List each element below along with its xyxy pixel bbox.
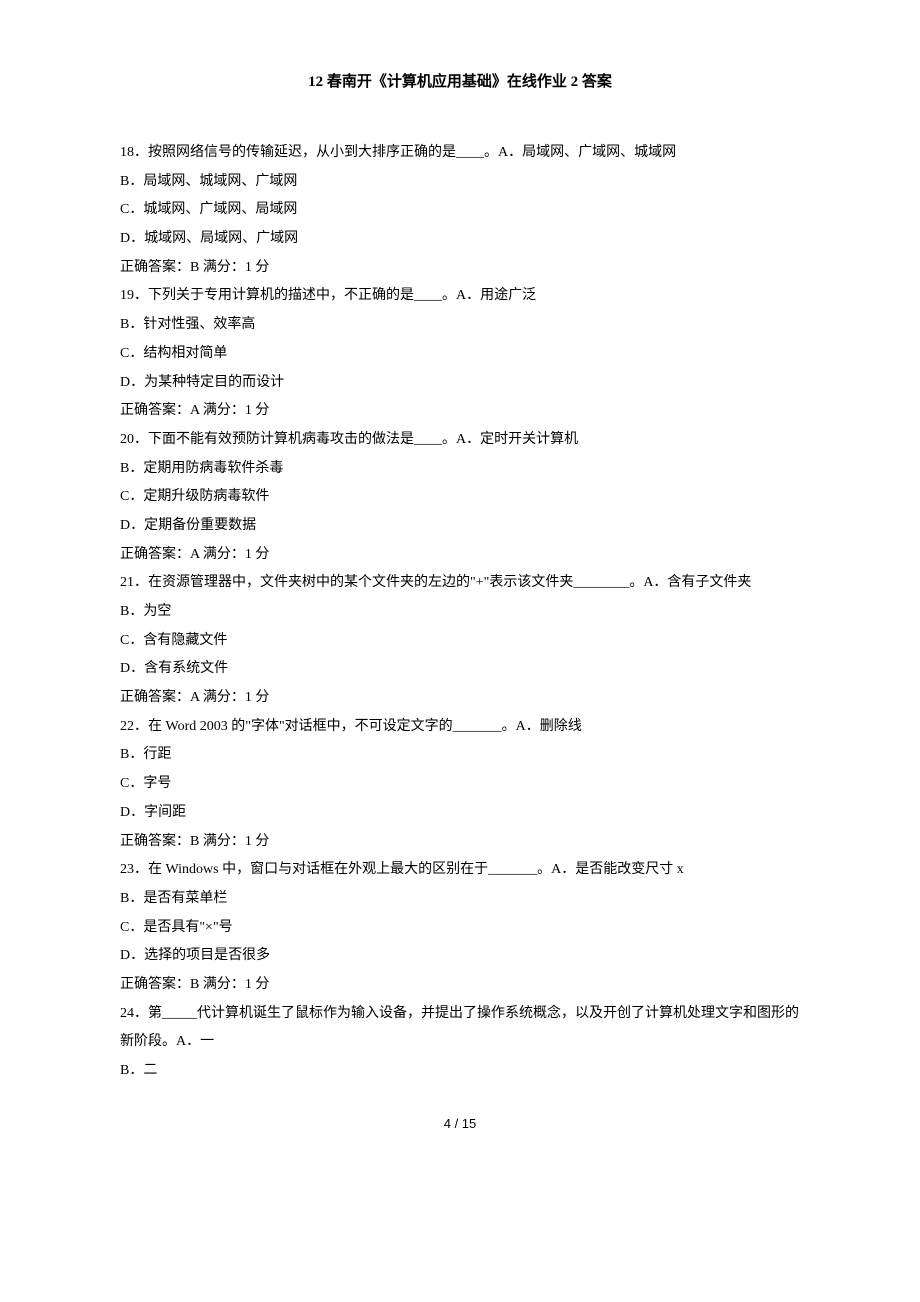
question-stem: 24．第_____代计算机诞生了鼠标作为输入设备，并提出了操作系统概念，以及开创…	[120, 1000, 800, 1057]
question-option: C．定期升级防病毒软件	[120, 483, 800, 512]
question-option: D．为某种特定目的而设计	[120, 369, 800, 398]
question-option: C．字号	[120, 770, 800, 799]
question-block: 20．下面不能有效预防计算机病毒攻击的做法是____。A．定时开关计算机B．定期…	[120, 426, 800, 569]
question-answer: 正确答案：B 满分：1 分	[120, 254, 800, 283]
question-stem: 22．在 Word 2003 的"字体"对话框中，不可设定文字的_______。…	[120, 713, 800, 742]
question-stem: 18．按照网络信号的传输延迟，从小到大排序正确的是____。A．局域网、广域网、…	[120, 139, 800, 168]
question-block: 18．按照网络信号的传输延迟，从小到大排序正确的是____。A．局域网、广域网、…	[120, 139, 800, 282]
question-block: 23．在 Windows 中，窗口与对话框在外观上最大的区别在于_______。…	[120, 856, 800, 999]
question-answer: 正确答案：A 满分：1 分	[120, 541, 800, 570]
question-option: C．是否具有"×"号	[120, 914, 800, 943]
question-stem: 20．下面不能有效预防计算机病毒攻击的做法是____。A．定时开关计算机	[120, 426, 800, 455]
question-stem: 19．下列关于专用计算机的描述中，不正确的是____。A．用途广泛	[120, 282, 800, 311]
question-option: B．为空	[120, 598, 800, 627]
question-answer: 正确答案：A 满分：1 分	[120, 684, 800, 713]
question-answer: 正确答案：B 满分：1 分	[120, 971, 800, 1000]
question-option: D．含有系统文件	[120, 655, 800, 684]
question-option: B．定期用防病毒软件杀毒	[120, 455, 800, 484]
question-option: B．针对性强、效率高	[120, 311, 800, 340]
question-block: 24．第_____代计算机诞生了鼠标作为输入设备，并提出了操作系统概念，以及开创…	[120, 1000, 800, 1086]
question-option: C．含有隐藏文件	[120, 627, 800, 656]
question-stem: 23．在 Windows 中，窗口与对话框在外观上最大的区别在于_______。…	[120, 856, 800, 885]
question-option: C．结构相对简单	[120, 340, 800, 369]
document-title: 12 春南开《计算机应用基础》在线作业 2 答案	[120, 70, 800, 91]
question-option: B．局域网、城域网、广域网	[120, 168, 800, 197]
question-block: 22．在 Word 2003 的"字体"对话框中，不可设定文字的_______。…	[120, 713, 800, 856]
question-answer: 正确答案：B 满分：1 分	[120, 828, 800, 857]
question-option: D．字间距	[120, 799, 800, 828]
page-number: 4 / 15	[120, 1116, 800, 1131]
question-stem: 21．在资源管理器中，文件夹树中的某个文件夹的左边的"+"表示该文件夹_____…	[120, 569, 800, 598]
question-answer: 正确答案：A 满分：1 分	[120, 397, 800, 426]
question-block: 19．下列关于专用计算机的描述中，不正确的是____。A．用途广泛B．针对性强、…	[120, 282, 800, 425]
question-option: D．选择的项目是否很多	[120, 942, 800, 971]
content-area: 18．按照网络信号的传输延迟，从小到大排序正确的是____。A．局域网、广域网、…	[120, 139, 800, 1086]
question-option: B．二	[120, 1057, 800, 1086]
question-option: C．城域网、广域网、局域网	[120, 196, 800, 225]
question-block: 21．在资源管理器中，文件夹树中的某个文件夹的左边的"+"表示该文件夹_____…	[120, 569, 800, 712]
question-option: D．城域网、局域网、广域网	[120, 225, 800, 254]
question-option: B．是否有菜单栏	[120, 885, 800, 914]
question-option: B．行距	[120, 741, 800, 770]
question-option: D．定期备份重要数据	[120, 512, 800, 541]
